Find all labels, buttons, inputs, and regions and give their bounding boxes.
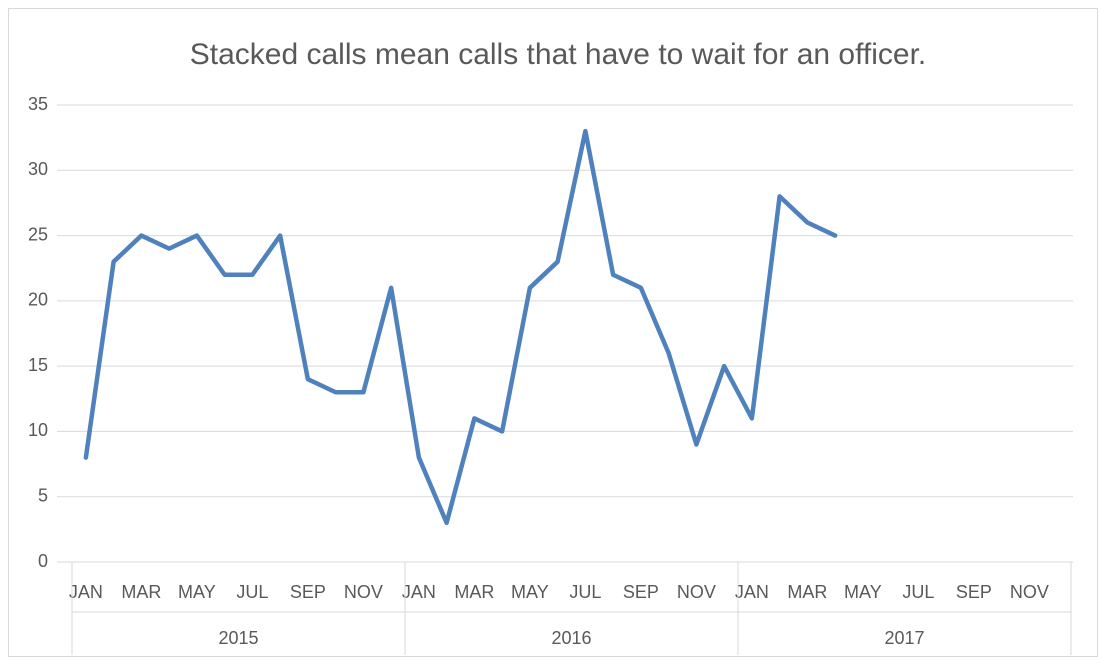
group-label: 2015 — [218, 628, 258, 648]
x-tick-label: JAN — [735, 582, 769, 602]
chart-border — [8, 8, 1098, 657]
x-tick-label: NOV — [344, 582, 383, 602]
x-tick-label: MAR — [454, 582, 494, 602]
x-tick-label: MAY — [844, 582, 882, 602]
x-tick-label: SEP — [623, 582, 659, 602]
x-tick-label: JUL — [236, 582, 268, 602]
x-tick-label: JAN — [69, 582, 103, 602]
y-tick-label: 10 — [28, 420, 48, 440]
x-tick-label: MAR — [121, 582, 161, 602]
x-tick-label: NOV — [1010, 582, 1049, 602]
x-tick-label: NOV — [677, 582, 716, 602]
x-tick-label: MAY — [178, 582, 216, 602]
y-tick-label: 20 — [28, 290, 48, 310]
x-tick-label: JUL — [569, 582, 601, 602]
x-tick-label: MAY — [511, 582, 549, 602]
group-label: 2017 — [884, 628, 924, 648]
group-label: 2016 — [551, 628, 591, 648]
x-tick-label: SEP — [290, 582, 326, 602]
y-tick-label: 5 — [38, 485, 48, 505]
y-tick-label: 30 — [28, 159, 48, 179]
x-tick-label: SEP — [956, 582, 992, 602]
y-tick-label: 25 — [28, 224, 48, 244]
x-tick-label: JUL — [902, 582, 934, 602]
y-tick-label: 35 — [28, 94, 48, 114]
chart-title: Stacked calls mean calls that have to wa… — [190, 38, 927, 71]
y-tick-label: 15 — [28, 355, 48, 375]
x-tick-label: MAR — [787, 582, 827, 602]
y-tick-label: 0 — [38, 551, 48, 571]
x-tick-label: JAN — [402, 582, 436, 602]
data-line — [83, 128, 838, 526]
